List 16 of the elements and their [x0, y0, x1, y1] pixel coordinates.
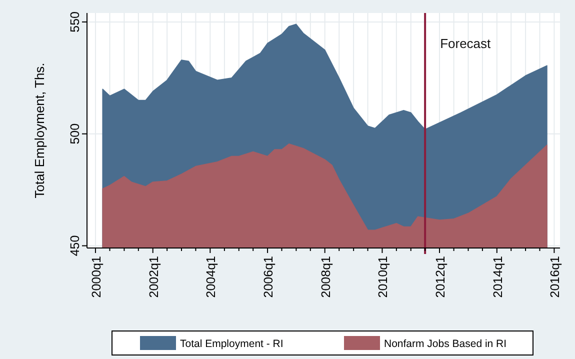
x-tick-label: 2002q1	[146, 256, 161, 298]
x-tick-label: 2010q1	[376, 256, 390, 298]
x-tick-label: 2008q1	[318, 256, 333, 298]
y-tick-label: 450	[68, 235, 82, 256]
x-tick-label: 2016q1	[548, 256, 562, 298]
y-tick-label: 550	[68, 11, 82, 32]
x-tick-label: 2000q1	[89, 256, 104, 298]
y-axis-title: Total Employment, Ths.	[32, 62, 47, 198]
x-tick-label: 2006q1	[262, 256, 276, 298]
y-tick-label: 500	[68, 123, 82, 144]
x-tick-label: 2012q1	[434, 256, 448, 298]
x-tick-label: 2014q1	[490, 256, 505, 298]
x-tick-label: 2004q1	[204, 256, 218, 298]
legend-label: Nonfarm Jobs Based in RI	[384, 338, 507, 350]
legend-label: Total Employment - RI	[180, 338, 284, 350]
ref-line-label: Forecast	[440, 36, 492, 51]
